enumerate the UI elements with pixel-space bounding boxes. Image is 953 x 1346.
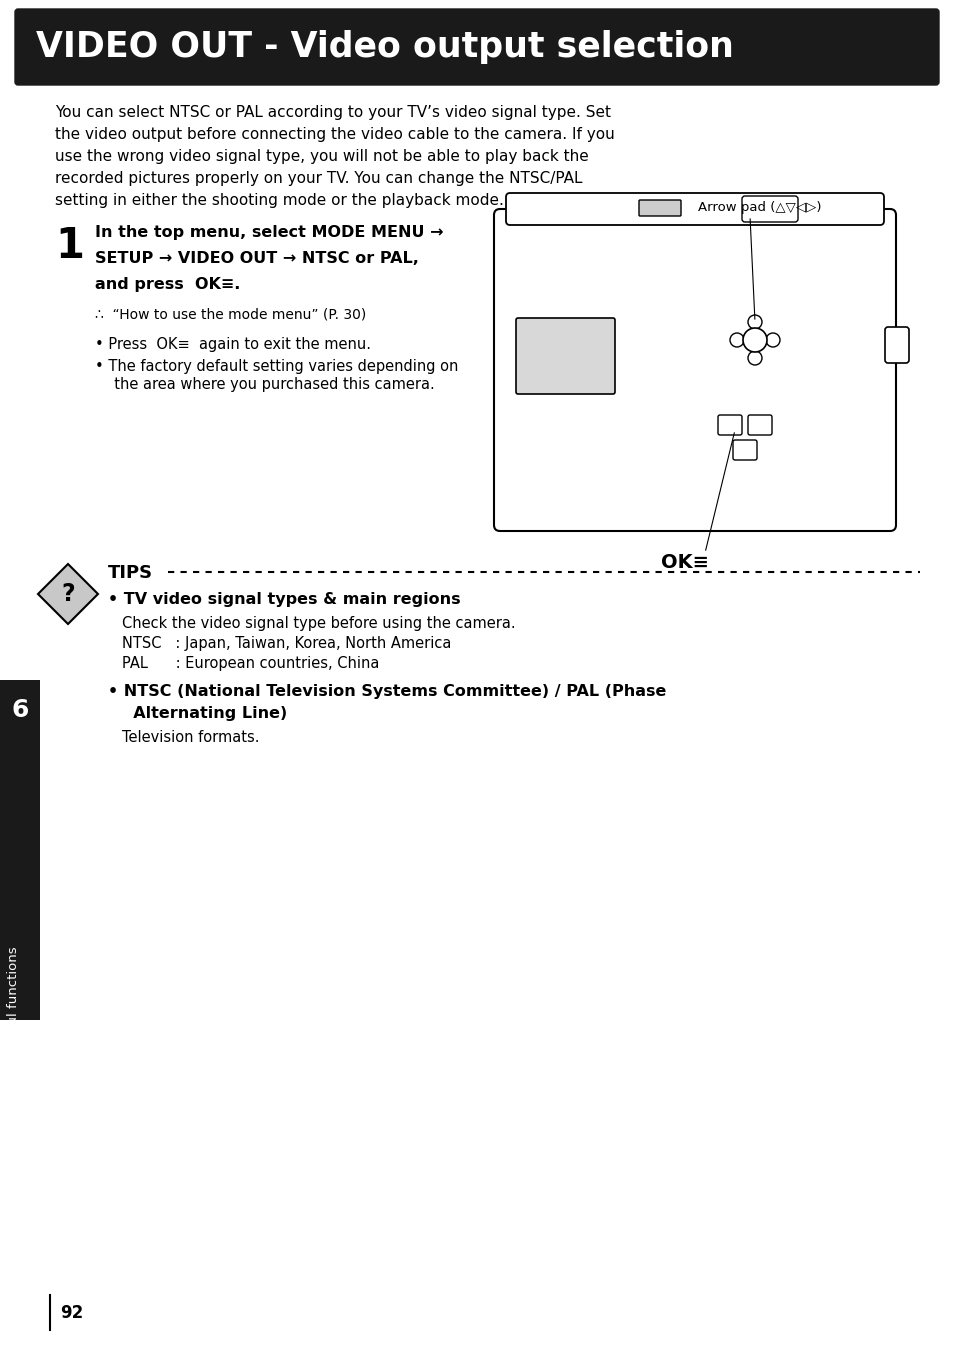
Text: use the wrong video signal type, you will not be able to play back the: use the wrong video signal type, you wil… — [55, 149, 588, 164]
Text: ?: ? — [61, 581, 74, 606]
FancyBboxPatch shape — [741, 197, 797, 222]
Text: • The factory default setting varies depending on: • The factory default setting varies dep… — [95, 359, 457, 374]
Circle shape — [729, 332, 743, 347]
FancyBboxPatch shape — [15, 9, 938, 85]
Text: In the top menu, select MODE MENU →: In the top menu, select MODE MENU → — [95, 225, 443, 240]
Text: VIDEO OUT - Video output selection: VIDEO OUT - Video output selection — [36, 30, 733, 65]
Text: • Press  OK≡  again to exit the menu.: • Press OK≡ again to exit the menu. — [95, 336, 371, 353]
Text: TIPS: TIPS — [108, 564, 153, 581]
FancyBboxPatch shape — [718, 415, 741, 435]
Text: and press  OK≡.: and press OK≡. — [95, 277, 240, 292]
Text: ∴  “How to use the mode menu” (P. 30): ∴ “How to use the mode menu” (P. 30) — [95, 307, 366, 320]
Text: 6: 6 — [11, 699, 29, 721]
Text: Arrow pad (△▽◁▷): Arrow pad (△▽◁▷) — [698, 202, 821, 214]
Circle shape — [742, 328, 766, 353]
FancyBboxPatch shape — [0, 680, 40, 1020]
Text: SETUP → VIDEO OUT → NTSC or PAL,: SETUP → VIDEO OUT → NTSC or PAL, — [95, 250, 418, 267]
Circle shape — [747, 351, 761, 365]
Text: • NTSC (National Television Systems Committee) / PAL (Phase: • NTSC (National Television Systems Comm… — [108, 684, 666, 699]
Text: 1: 1 — [55, 225, 84, 267]
FancyBboxPatch shape — [516, 318, 615, 394]
Text: PAL      : European countries, China: PAL : European countries, China — [122, 656, 379, 672]
Text: recorded pictures properly on your TV. You can change the NTSC/PAL: recorded pictures properly on your TV. Y… — [55, 171, 582, 186]
Text: setting in either the shooting mode or the playback mode.: setting in either the shooting mode or t… — [55, 192, 503, 209]
Text: NTSC   : Japan, Taiwan, Korea, North America: NTSC : Japan, Taiwan, Korea, North Ameri… — [122, 637, 451, 651]
Text: the area where you purchased this camera.: the area where you purchased this camera… — [105, 377, 435, 392]
Text: Check the video signal type before using the camera.: Check the video signal type before using… — [122, 616, 515, 631]
Text: Television formats.: Television formats. — [122, 730, 259, 744]
FancyBboxPatch shape — [639, 201, 680, 215]
FancyBboxPatch shape — [747, 415, 771, 435]
Circle shape — [765, 332, 780, 347]
FancyBboxPatch shape — [505, 192, 883, 225]
Text: You can select NTSC or PAL according to your TV’s video signal type. Set: You can select NTSC or PAL according to … — [55, 105, 610, 120]
Polygon shape — [38, 564, 98, 625]
FancyBboxPatch shape — [732, 440, 757, 460]
Text: Useful functions: Useful functions — [7, 946, 20, 1054]
Text: 92: 92 — [60, 1304, 83, 1322]
Text: Alternating Line): Alternating Line) — [122, 707, 287, 721]
Text: the video output before connecting the video cable to the camera. If you: the video output before connecting the v… — [55, 127, 614, 141]
FancyBboxPatch shape — [494, 209, 895, 532]
FancyBboxPatch shape — [884, 327, 908, 363]
Circle shape — [747, 315, 761, 328]
Text: • TV video signal types & main regions: • TV video signal types & main regions — [108, 592, 460, 607]
Text: OK≡: OK≡ — [660, 553, 708, 572]
